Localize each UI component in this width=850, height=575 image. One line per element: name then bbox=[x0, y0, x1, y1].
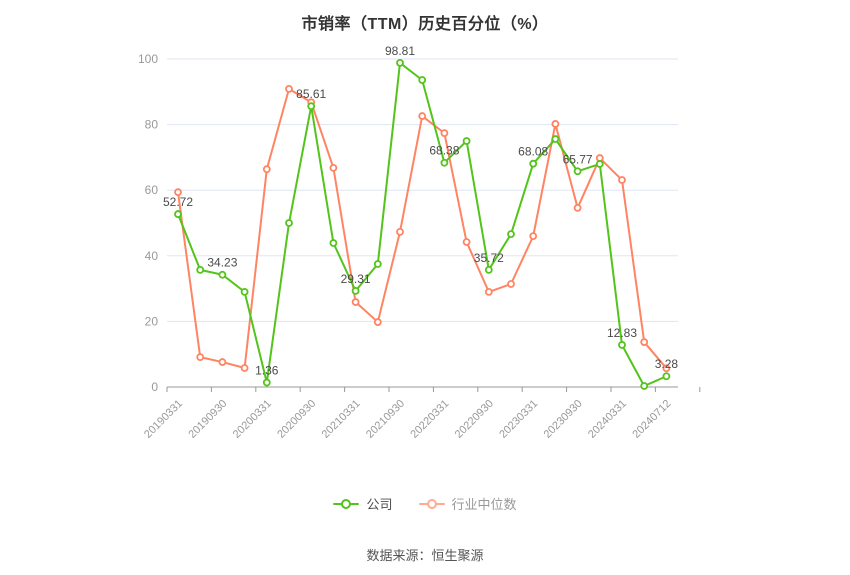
legend-label-industry-median: 行业中位数 bbox=[451, 497, 517, 512]
data-point[interactable] bbox=[196, 353, 205, 362]
data-point[interactable] bbox=[351, 298, 360, 306]
data-point[interactable] bbox=[507, 230, 515, 239]
data-point[interactable] bbox=[329, 163, 338, 172]
legend-item-company[interactable]: 公司 bbox=[333, 494, 393, 513]
data-point[interactable] bbox=[262, 378, 271, 387]
x-axis-label-20230331: 20230331 bbox=[497, 398, 540, 441]
data-label-52.72: 52.72 bbox=[163, 195, 193, 209]
x-axis-label-20220930: 20220930 bbox=[453, 398, 496, 441]
x-axis-label-20200331: 20200331 bbox=[231, 398, 274, 441]
data-point[interactable] bbox=[529, 232, 538, 241]
data-point[interactable] bbox=[462, 238, 471, 246]
data-point[interactable] bbox=[573, 167, 582, 176]
data-point[interactable] bbox=[240, 287, 249, 296]
legend-item-industry-median[interactable]: 行业中位数 bbox=[418, 494, 517, 513]
data-label-3.28: 3.28 bbox=[655, 357, 679, 371]
data-point[interactable] bbox=[595, 160, 604, 168]
data-point[interactable] bbox=[240, 364, 249, 372]
x-axis-label-20240331: 20240331 bbox=[586, 398, 629, 441]
data-point[interactable] bbox=[640, 338, 649, 346]
data-point[interactable] bbox=[373, 260, 382, 268]
legend-label-company: 公司 bbox=[366, 497, 393, 512]
data-point[interactable] bbox=[196, 266, 205, 274]
data-point[interactable] bbox=[551, 120, 560, 128]
y-axis-label-100: 100 bbox=[138, 52, 158, 66]
series-line bbox=[177, 87, 668, 369]
data-point[interactable] bbox=[440, 158, 449, 167]
x-axis-label-20210930: 20210930 bbox=[364, 398, 407, 441]
y-axis-label-0: 0 bbox=[151, 380, 158, 394]
data-point[interactable] bbox=[618, 341, 626, 349]
data-point[interactable] bbox=[618, 176, 626, 184]
data-point[interactable] bbox=[396, 59, 404, 67]
data-point[interactable] bbox=[462, 137, 471, 145]
percentile-line-chart: 0 20 40 60 80 100 20190331 20190930 20200331 2020… bbox=[138, 44, 701, 441]
x-axis-label-20190331: 20190331 bbox=[142, 398, 185, 441]
data-point[interactable] bbox=[484, 287, 493, 296]
data-point[interactable] bbox=[174, 210, 182, 218]
series-公司: 52.72 34.23 1.36 85.61 29.31 98.81 68.38 35.72 6… bbox=[163, 44, 679, 390]
x-axis-label-20190930: 20190930 bbox=[186, 398, 229, 441]
y-axis-label-20: 20 bbox=[145, 314, 159, 328]
data-point[interactable] bbox=[418, 112, 427, 120]
data-point[interactable] bbox=[484, 265, 493, 274]
x-axis-label-20210331: 20210331 bbox=[320, 398, 363, 441]
y-axis-label-60: 60 bbox=[145, 183, 159, 197]
data-point[interactable] bbox=[396, 227, 404, 236]
data-label-34.23: 34.23 bbox=[207, 256, 237, 270]
data-label-29.31: 29.31 bbox=[341, 272, 371, 286]
data-label-98.81: 98.81 bbox=[385, 44, 415, 58]
data-point[interactable] bbox=[285, 84, 293, 93]
series-line bbox=[177, 61, 667, 388]
x-axis-label-20200930: 20200930 bbox=[275, 398, 318, 441]
y-axis-label-80: 80 bbox=[145, 118, 159, 132]
data-point[interactable] bbox=[640, 382, 649, 390]
data-point[interactable] bbox=[373, 318, 382, 326]
data-point[interactable] bbox=[440, 129, 449, 138]
data-source-note: 数据来源：恒生聚源 bbox=[366, 548, 484, 563]
data-point[interactable] bbox=[551, 135, 560, 143]
data-point[interactable] bbox=[662, 364, 671, 373]
x-axis-label-20230930: 20230930 bbox=[542, 398, 585, 441]
x-axis-label-20240712: 20240712 bbox=[630, 398, 673, 441]
data-label-85.61: 85.61 bbox=[296, 87, 326, 101]
data-point[interactable] bbox=[307, 102, 316, 111]
data-label-35.72: 35.72 bbox=[474, 251, 504, 265]
company-line-marker-icon bbox=[333, 498, 360, 509]
data-point[interactable] bbox=[285, 219, 293, 227]
data-point[interactable] bbox=[218, 270, 227, 279]
data-label-65.77: 65.77 bbox=[563, 152, 593, 166]
industry-line-marker-icon bbox=[418, 498, 445, 509]
data-point[interactable] bbox=[573, 204, 582, 212]
y-axis-label-40: 40 bbox=[145, 249, 159, 263]
data-label-68.38: 68.38 bbox=[429, 144, 459, 158]
data-point[interactable] bbox=[351, 286, 360, 295]
data-point[interactable] bbox=[218, 358, 227, 366]
data-point[interactable] bbox=[174, 188, 182, 197]
chart-title: 市销率（TTM）历史百分位（%） bbox=[301, 16, 549, 33]
series-行业中位数 bbox=[174, 84, 671, 373]
data-label-1.36: 1.36 bbox=[255, 364, 279, 378]
data-label-68.08: 68.08 bbox=[518, 145, 548, 159]
data-point[interactable] bbox=[262, 165, 271, 174]
data-point[interactable] bbox=[662, 372, 671, 381]
data-point[interactable] bbox=[329, 239, 338, 247]
chart-legend: 公司 行业中位数 bbox=[0, 494, 850, 513]
x-axis-label-20220331: 20220331 bbox=[408, 398, 451, 441]
data-label-12.83: 12.83 bbox=[607, 326, 637, 340]
data-point[interactable] bbox=[507, 280, 515, 288]
data-point[interactable] bbox=[418, 76, 427, 84]
data-point[interactable] bbox=[529, 159, 538, 168]
